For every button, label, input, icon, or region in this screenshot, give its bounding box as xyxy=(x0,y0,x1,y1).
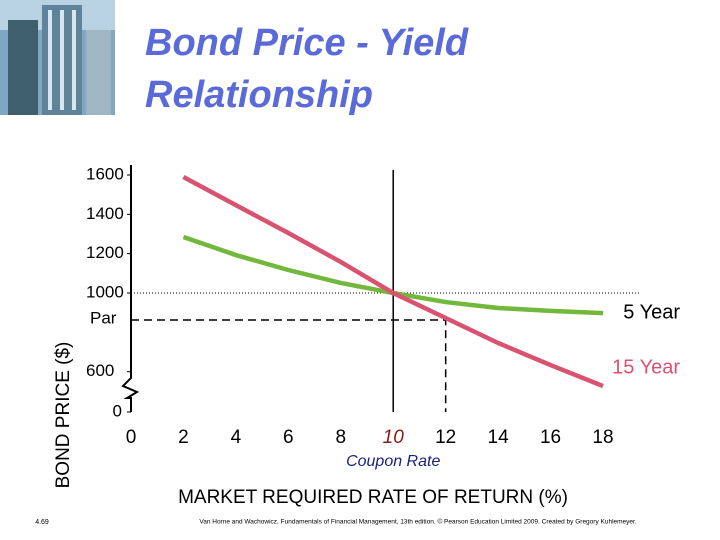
building-photo xyxy=(0,0,115,115)
x-tick-label: 8 xyxy=(335,427,346,448)
y-tick-label: 1600 xyxy=(86,164,124,183)
chart-title: Bond Price - Yield Relationship xyxy=(145,22,469,116)
y-tick-label: 1200 xyxy=(86,243,124,262)
citation: Van Horne and Wachowicz, Fundamentals of… xyxy=(199,518,636,526)
y-axis-label: BOND PRICE ($) xyxy=(53,342,74,489)
y-tick-label: 0 xyxy=(113,401,122,420)
x-tick-label: 14 xyxy=(488,427,510,448)
x-tick-label: 12 xyxy=(435,427,456,448)
x-tick-label: 10 xyxy=(383,427,405,448)
y-tick-label: 1000 xyxy=(86,283,124,302)
y-axis xyxy=(121,165,140,412)
x-tick-label: 4 xyxy=(231,427,242,448)
series-label: 5 Year xyxy=(623,301,680,323)
x-tick-label: 16 xyxy=(540,427,561,448)
x-axis-label: MARKET REQUIRED RATE OF RETURN (%) xyxy=(178,487,568,508)
coupon-label: Coupon Rate xyxy=(346,453,440,470)
y-tick-label: 600 xyxy=(86,361,114,380)
x-tick-label: 2 xyxy=(178,427,189,448)
series-line xyxy=(182,174,604,389)
par-label: Par xyxy=(90,309,117,328)
page-number: 4.69 xyxy=(35,519,49,526)
x-tick-label: 18 xyxy=(592,427,613,448)
series-label: 15 Year xyxy=(612,356,680,378)
x-tick-label: 6 xyxy=(283,427,294,448)
x-tick-label: 0 xyxy=(126,427,137,448)
y-tick-label: 1400 xyxy=(86,204,124,223)
reference-dash xyxy=(131,319,447,412)
